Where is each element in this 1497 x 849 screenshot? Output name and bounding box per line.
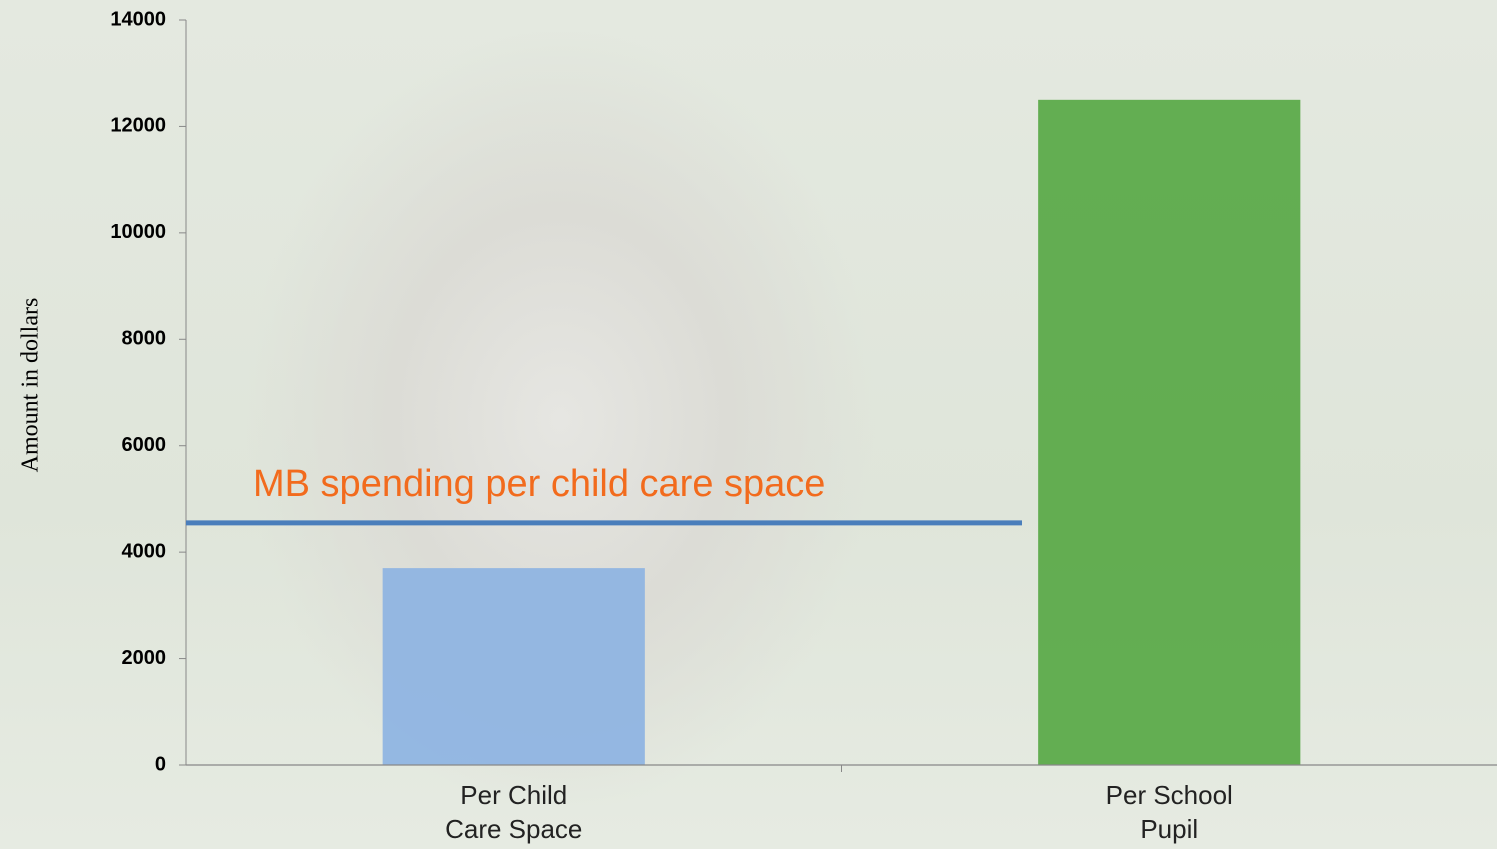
- y-tick-label: 0: [155, 753, 166, 775]
- y-tick-label: 12000: [110, 115, 166, 137]
- y-tick-label: 4000: [122, 540, 167, 562]
- x-tick-label: Per Child Care Space: [434, 778, 594, 846]
- y-tick-label: 14000: [110, 8, 166, 30]
- bar: [1038, 100, 1300, 765]
- bar: [383, 568, 645, 765]
- y-axis-label: Amount in dollars: [18, 298, 44, 473]
- x-tick-label: Per School Pupil: [1089, 778, 1249, 846]
- y-tick-label: 2000: [122, 647, 167, 669]
- reference-label: MB spending per child care space: [253, 463, 825, 505]
- y-tick-label: 10000: [110, 221, 166, 243]
- page: Amount in dollars 0 2000 4000 6000 8000 10000…: [0, 0, 1497, 849]
- y-tick-label: 8000: [122, 328, 167, 350]
- chart: Amount in dollars 0 2000 4000 6000 8000 10000…: [0, 0, 1497, 849]
- y-tick-label: 6000: [122, 434, 167, 456]
